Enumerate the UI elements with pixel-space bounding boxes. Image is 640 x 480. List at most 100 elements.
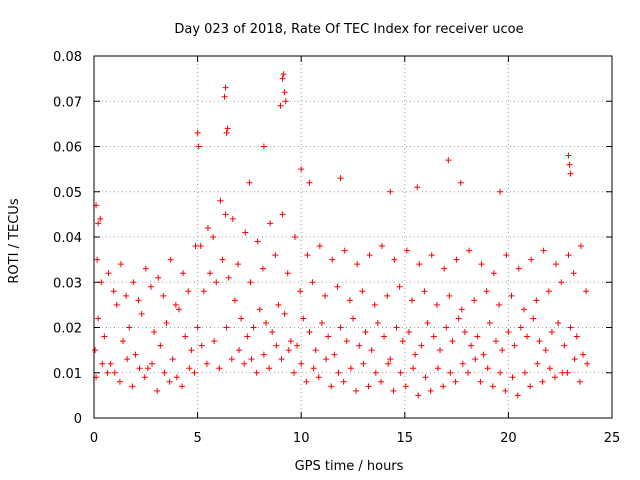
data-point	[254, 238, 261, 245]
data-point	[567, 324, 574, 331]
data-point	[474, 333, 481, 340]
y-tick-label: 0.01	[53, 367, 82, 382]
data-point	[489, 383, 496, 390]
data-point	[511, 342, 518, 349]
data-point	[95, 220, 102, 227]
data-point	[144, 365, 151, 372]
data-point	[393, 324, 400, 331]
data-point	[356, 342, 363, 349]
data-point	[334, 283, 341, 290]
data-point	[303, 378, 310, 385]
y-tick-label: 0.03	[53, 276, 82, 291]
x-tick-label: 10	[293, 431, 310, 446]
data-point	[365, 383, 372, 390]
data-point	[241, 360, 248, 367]
y-axis-label: ROTI / TECUs	[7, 198, 22, 283]
data-point	[458, 306, 465, 313]
data-point	[204, 224, 211, 231]
data-point	[298, 360, 305, 367]
y-tick-label: 0.07	[53, 95, 82, 110]
data-point	[111, 369, 118, 376]
chart-title: Day 023 of 2018, Rate Of TEC Index for r…	[174, 22, 523, 37]
data-point	[113, 301, 120, 308]
data-point	[242, 229, 249, 236]
data-point	[571, 356, 578, 363]
data-point	[368, 347, 375, 354]
data-point	[147, 283, 154, 290]
data-point	[224, 125, 231, 132]
data-point	[325, 333, 332, 340]
data-point	[360, 360, 367, 367]
data-point	[379, 243, 386, 250]
data-point	[461, 329, 468, 336]
data-point	[387, 356, 394, 363]
data-point	[287, 338, 294, 345]
data-point	[92, 347, 99, 354]
data-point	[459, 360, 466, 367]
data-point	[304, 252, 311, 259]
data-point	[570, 270, 577, 277]
data-point	[149, 360, 156, 367]
grid-lines	[94, 56, 612, 418]
data-point	[185, 288, 192, 295]
data-point	[546, 365, 553, 372]
data-point	[294, 342, 301, 349]
data-point	[340, 378, 347, 385]
data-point	[441, 265, 448, 272]
data-point	[371, 301, 378, 308]
data-point	[552, 374, 559, 381]
data-point	[584, 360, 591, 367]
data-point	[244, 333, 251, 340]
data-point	[576, 378, 583, 385]
data-point	[405, 329, 412, 336]
data-point	[231, 297, 238, 304]
data-point	[524, 333, 531, 340]
data-point	[402, 383, 409, 390]
data-point	[455, 315, 462, 322]
data-point	[322, 292, 329, 299]
data-point	[337, 175, 344, 182]
data-point	[536, 338, 543, 345]
data-point	[385, 360, 392, 367]
data-point	[561, 342, 568, 349]
data-point	[216, 365, 223, 372]
data-point	[497, 369, 504, 376]
data-point	[136, 365, 143, 372]
data-point	[266, 365, 273, 372]
data-point	[104, 369, 111, 376]
y-tick-label: 0.04	[53, 231, 82, 246]
data-point	[412, 351, 419, 358]
data-point	[309, 279, 316, 286]
data-point	[347, 365, 354, 372]
data-point	[246, 179, 253, 186]
y-tick-label: 0.08	[53, 50, 82, 65]
data-point	[120, 338, 127, 345]
data-point	[414, 184, 421, 191]
data-point	[341, 247, 348, 254]
data-point	[219, 256, 226, 263]
data-point	[466, 247, 473, 254]
data-point	[390, 387, 397, 394]
data-point	[359, 288, 366, 295]
data-point	[306, 179, 313, 186]
data-point	[186, 365, 193, 372]
data-point	[217, 197, 224, 204]
data-point	[486, 319, 493, 326]
data-point	[259, 265, 266, 272]
data-point	[542, 347, 549, 354]
data-point	[235, 261, 242, 268]
data-point	[565, 152, 572, 159]
data-point	[291, 234, 298, 240]
data-point	[430, 333, 437, 340]
data-point	[573, 333, 580, 340]
data-point	[343, 338, 350, 345]
data-point	[548, 329, 555, 336]
data-point	[94, 256, 101, 263]
data-point	[279, 75, 286, 82]
x-tick-label: 25	[604, 431, 621, 446]
data-point	[372, 369, 379, 376]
data-point	[110, 288, 117, 295]
data-point	[366, 252, 373, 259]
data-point	[97, 215, 104, 222]
data-point	[362, 329, 369, 336]
